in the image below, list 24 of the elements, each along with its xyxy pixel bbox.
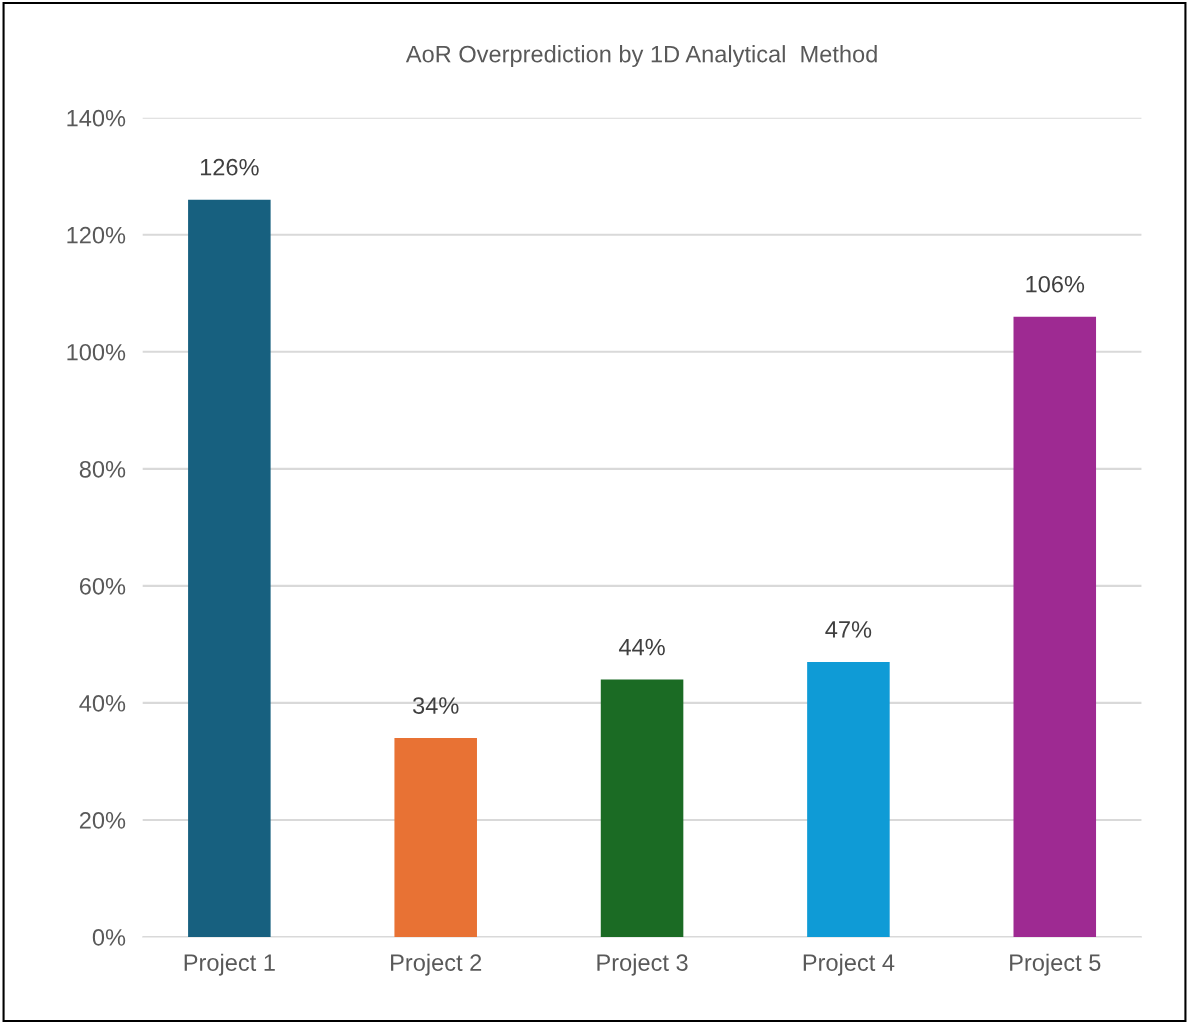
data-label: 106%	[1026, 275, 1085, 293]
x-tick-label: Project 5	[1010, 953, 1101, 976]
y-tick-label: 40%	[79, 694, 126, 712]
x-tick-label: Project 2	[391, 953, 482, 976]
y-tick-label: 100%	[67, 343, 126, 361]
y-tick-label: 80%	[79, 460, 126, 478]
bar	[1013, 316, 1097, 937]
y-tick-label: 60%	[79, 577, 126, 595]
bar	[600, 679, 684, 937]
y-tick-label: 0%	[92, 929, 126, 946]
y-tick-label: 20%	[79, 812, 126, 829]
bar	[394, 738, 477, 937]
data-label: 47%	[825, 621, 872, 638]
x-tick-label: Project 3	[597, 953, 688, 976]
y-tick-label: 140%	[67, 109, 126, 127]
bar	[188, 199, 271, 937]
x-tick-label: Project 1	[184, 953, 275, 976]
y-tick-label: 120%	[67, 226, 126, 244]
data-label: 34%	[412, 697, 459, 714]
data-label: 44%	[618, 638, 665, 656]
x-tick-label: Project 4	[803, 953, 895, 976]
bar	[807, 661, 890, 937]
chart-title: AoR Overprediction by 1D Analytical Method	[405, 45, 877, 68]
data-label: 126%	[200, 158, 259, 176]
